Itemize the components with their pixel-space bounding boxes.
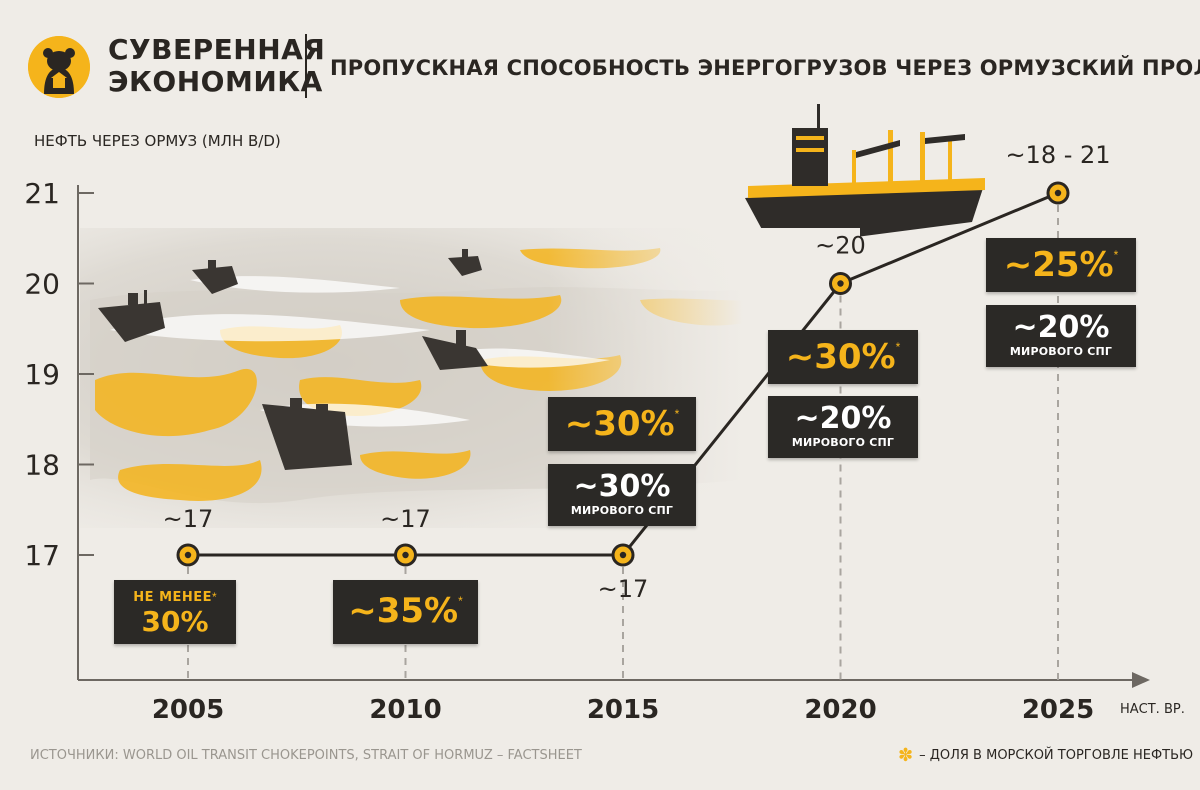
oil-share-box-2015: ~30%*: [548, 397, 696, 451]
lng-share-label-2020: МИРОВОГО СПГ: [791, 436, 895, 449]
data-label: ~17: [598, 575, 649, 603]
source-note: ИСТОЧНИКИ: WORLD OIL TRANSIT CHOKEPOINTS…: [30, 748, 582, 763]
x-axis-unit: НАСТ. ВР.: [1120, 702, 1185, 717]
header-divider: [305, 34, 307, 98]
brand-name: СУВЕРЕННАЯ ЭКОНОМИКА: [108, 34, 325, 98]
brand-line-2: ЭКОНОМИКА: [108, 65, 323, 98]
oil-share-prefix-2005: НЕ МЕНЕЕ: [133, 590, 213, 605]
star-mark: *: [1113, 248, 1119, 262]
legend-text: – ДОЛЯ В МОРСКОЙ ТОРГОВЛЕ НЕФТЬЮ: [919, 748, 1194, 763]
star-mark: *: [895, 340, 901, 354]
x-tick-label: 2005: [152, 695, 224, 725]
star-mark: *: [674, 407, 680, 421]
oil-share-box-2020: ~30%*: [768, 330, 918, 384]
flower-star-icon: ✽: [898, 744, 914, 766]
star-mark: *: [458, 594, 463, 608]
oil-share-value-2010: ~35%: [348, 591, 459, 631]
oil-share-value-2005: 30%: [141, 605, 209, 638]
bear-logo-icon: [28, 36, 90, 98]
oil-share-box-2025: ~25%*: [986, 238, 1136, 292]
lng-share-value-2025: ~20%: [1012, 310, 1110, 345]
ship-illustration: [745, 104, 985, 248]
data-label: ~17: [380, 505, 431, 533]
y-tick-label: 21: [24, 177, 60, 210]
data-label: ~17: [163, 505, 214, 533]
series: [176, 181, 1070, 567]
data-point-center: [402, 551, 409, 559]
oil-share-value-2020: ~30%: [785, 337, 896, 377]
data-label: ~20: [815, 232, 866, 260]
data-label: ~18 - 21: [1005, 141, 1110, 169]
lng-share-value-2015: ~30%: [573, 469, 671, 504]
x-tick-label: 2025: [1022, 695, 1094, 725]
lng-share-box-2015: ~30% МИРОВОГО СПГ: [548, 464, 696, 526]
lng-share-label-2025: МИРОВОГО СПГ: [1009, 345, 1113, 358]
page-title: ПРОПУСКНАЯ СПОСОБНОСТЬ ЭНЕРГОГРУЗОВ ЧЕРЕ…: [330, 56, 1200, 80]
oil-share-box-2010: ~35%*: [333, 580, 478, 644]
brand-line-1: СУВЕРЕННАЯ: [108, 33, 326, 66]
legend: ✽ – ДОЛЯ В МОРСКОЙ ТОРГОВЛЕ НЕФТЬЮ: [898, 744, 1194, 766]
data-point-center: [619, 551, 627, 559]
x-tick-label: 2020: [804, 695, 876, 725]
star-mark: *: [212, 590, 217, 604]
labels: 2005 2010 2015 2020 2025 ~17 ~17 ~17 ~20 ~18 - 21: [152, 141, 1111, 725]
oil-share-box-2005: НЕ МЕНЕЕ* 30%: [114, 580, 236, 644]
y-axis-title: НЕФТЬ ЧЕРЕЗ ОРМУЗ (МЛН В/D): [34, 132, 281, 150]
axes: 17 18 19 20 21: [24, 177, 1150, 688]
x-tick-label: 2015: [587, 695, 659, 725]
logo: [28, 36, 90, 98]
data-point-center: [1054, 189, 1062, 197]
data-point-center: [184, 551, 192, 559]
oil-share-value-2025: ~25%: [1003, 245, 1114, 285]
x-tick-label: 2010: [369, 695, 441, 725]
sea-fade: [80, 228, 860, 528]
y-tick-label: 19: [24, 358, 60, 391]
lng-share-box-2020: ~20% МИРОВОГО СПГ: [768, 396, 918, 458]
lng-share-box-2025: ~20% МИРОВОГО СПГ: [986, 305, 1136, 367]
y-tick-label: 20: [24, 268, 60, 301]
x-axis-arrow: [1132, 672, 1150, 688]
y-tick-label: 18: [24, 449, 60, 482]
oil-share-value-2015: ~30%: [564, 404, 675, 444]
lng-share-value-2020: ~20%: [794, 401, 892, 436]
y-tick-label: 17: [24, 539, 60, 572]
lng-share-label-2015: МИРОВОГО СПГ: [570, 504, 674, 517]
data-point-center: [837, 280, 844, 287]
